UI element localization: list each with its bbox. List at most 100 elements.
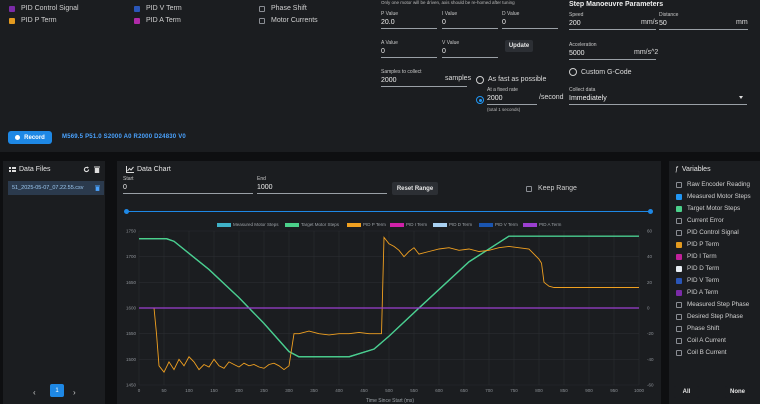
samples-field[interactable]: Samples to collect 2000 — [381, 69, 467, 87]
x-tick-label: 900 — [585, 388, 593, 393]
p-value-field[interactable]: P Value 20.0 — [381, 11, 437, 29]
distance-input[interactable]: 50 — [659, 18, 748, 30]
collect-data-select[interactable]: Collect data Immediately — [569, 87, 747, 105]
range-start-input[interactable]: 0 — [123, 182, 253, 194]
v-value-field[interactable]: V Value 0 — [442, 40, 498, 58]
a-value-field[interactable]: A Value 0 — [381, 40, 437, 58]
variable-item[interactable]: PID I Term — [676, 253, 717, 260]
checkbox-checked-icon[interactable] — [676, 205, 682, 212]
range-slider-track[interactable] — [126, 211, 650, 212]
checkbox-checked-icon[interactable] — [9, 17, 15, 24]
legend-item[interactable]: Measured Motor Steps — [217, 222, 279, 227]
update-button[interactable]: Update — [505, 40, 533, 52]
line-chart: 0 50 100 150 200 250 300 350 400 450 500 550 600 650 7… — [126, 229, 654, 404]
i-value-input[interactable]: 0 — [442, 17, 498, 29]
checkbox-unchecked-icon[interactable] — [676, 349, 682, 356]
checkbox-checked-icon[interactable] — [9, 5, 15, 12]
range-slider-end-handle[interactable] — [648, 209, 653, 214]
variable-item[interactable]: Target Motor Steps — [676, 205, 740, 212]
keep-range-checkbox[interactable]: Keep Range — [526, 185, 577, 192]
y-right-tick-label: -20 — [647, 331, 654, 336]
variable-item[interactable]: Desired Step Phase — [676, 313, 743, 320]
x-tick-label: 650 — [460, 388, 468, 393]
range-end-field[interactable]: End 1000 — [257, 176, 387, 194]
signal-pid-a[interactable]: PID A Term — [134, 17, 181, 24]
variable-item[interactable]: Phase Shift — [676, 325, 719, 332]
collect-data-value[interactable]: Immediately — [569, 93, 747, 105]
variable-item[interactable]: PID P Term — [676, 241, 719, 248]
legend-item[interactable]: PID D Term — [433, 222, 472, 227]
checkbox-unchecked-icon[interactable] — [676, 229, 682, 236]
signal-phase-shift[interactable]: Phase Shift — [259, 5, 307, 12]
checkbox-unchecked-icon[interactable] — [676, 217, 682, 224]
acceleration-field[interactable]: Acceleration 5000 — [569, 42, 656, 60]
variable-item[interactable]: PID A Term — [676, 289, 718, 296]
legend-item[interactable]: PID A Term — [523, 222, 561, 227]
page-button[interactable]: 1 — [50, 384, 64, 397]
speed-field[interactable]: Speed 200 — [569, 12, 656, 30]
chevron-down-icon[interactable] — [739, 96, 743, 99]
range-slider-start-handle[interactable] — [124, 209, 129, 214]
variable-item[interactable]: Current Error — [676, 217, 724, 224]
variable-item[interactable]: Coil B Current — [676, 349, 727, 356]
checkbox-checked-icon[interactable] — [676, 193, 682, 200]
checkbox-checked-icon[interactable] — [676, 241, 682, 248]
checkbox-unchecked-icon[interactable] — [676, 337, 682, 344]
signal-pid-p[interactable]: PID P Term — [9, 17, 57, 24]
fixed-rate-input[interactable]: 2000 — [487, 93, 537, 105]
legend-item[interactable]: PID V Term — [479, 222, 518, 227]
checkbox-checked-icon[interactable] — [134, 5, 140, 12]
checkbox-unchecked-icon[interactable] — [676, 313, 682, 320]
custom-gcode-radio-icon[interactable] — [569, 68, 577, 76]
signal-motor-currents[interactable]: Motor Currents — [259, 17, 318, 24]
legend-item[interactable]: PID P Term — [347, 222, 386, 227]
record-button[interactable]: Record — [8, 131, 52, 144]
speed-input[interactable]: 200 — [569, 18, 656, 30]
variable-item[interactable]: PID Control Signal — [676, 229, 739, 236]
checkbox-checked-icon[interactable] — [676, 253, 682, 260]
checkbox-unchecked-icon[interactable] — [526, 185, 532, 192]
checkbox-unchecked-icon[interactable] — [259, 5, 265, 12]
range-start-field[interactable]: Start 0 — [123, 176, 253, 194]
checkbox-checked-icon[interactable] — [676, 265, 682, 272]
acceleration-input[interactable]: 5000 — [569, 48, 656, 60]
signal-pid-v[interactable]: PID V Term — [134, 5, 182, 12]
checkbox-checked-icon[interactable] — [134, 17, 140, 24]
fixed-rate-radio-icon[interactable] — [476, 96, 484, 104]
variable-item[interactable]: Coil A Current — [676, 337, 726, 344]
a-value-input[interactable]: 0 — [381, 46, 437, 58]
reset-range-button[interactable]: Reset Range — [392, 182, 438, 195]
variable-item[interactable]: Measured Step Phase — [676, 301, 749, 308]
checkbox-unchecked-icon[interactable] — [259, 17, 265, 24]
next-page-icon[interactable]: › — [73, 388, 76, 397]
checkbox-unchecked-icon[interactable] — [676, 301, 682, 308]
refresh-icon[interactable] — [83, 166, 90, 173]
trash-icon[interactable] — [94, 166, 100, 173]
checkbox-unchecked-icon[interactable] — [676, 325, 682, 332]
samples-input[interactable]: 2000 — [381, 75, 467, 87]
fixed-rate-field[interactable]: At a fixed rate 2000 — [487, 87, 537, 105]
legend-item[interactable]: Target Motor Steps — [285, 222, 339, 227]
p-value-input[interactable]: 20.0 — [381, 17, 437, 29]
checkbox-checked-icon[interactable] — [676, 289, 682, 296]
i-value-field[interactable]: I Value 0 — [442, 11, 498, 29]
delete-file-icon[interactable] — [95, 185, 100, 191]
variable-item[interactable]: Measured Motor Steps — [676, 193, 751, 200]
distance-field[interactable]: Distance 50 — [659, 12, 748, 30]
select-all-button[interactable]: All — [674, 386, 699, 398]
variable-item[interactable]: PID V Term — [676, 277, 719, 284]
select-none-button[interactable]: None — [725, 386, 750, 398]
checkbox-checked-icon[interactable] — [676, 277, 682, 284]
data-file-item[interactable]: 51_2025-05-07_07.22.55.csv — [8, 181, 104, 195]
variable-item[interactable]: Raw Encoder Reading — [676, 181, 750, 188]
legend-item[interactable]: PID I Term — [390, 222, 427, 227]
d-value-input[interactable]: 0 — [502, 17, 558, 29]
variable-item[interactable]: PID D Term — [676, 265, 719, 272]
v-value-input[interactable]: 0 — [442, 46, 498, 58]
fast-radio-icon[interactable] — [476, 76, 484, 84]
d-value-field[interactable]: D Value 0 — [502, 11, 558, 29]
signal-pid-control[interactable]: PID Control Signal — [9, 5, 79, 12]
checkbox-unchecked-icon[interactable] — [676, 181, 682, 188]
prev-page-icon[interactable]: ‹ — [33, 388, 36, 397]
range-end-input[interactable]: 1000 — [257, 182, 387, 194]
